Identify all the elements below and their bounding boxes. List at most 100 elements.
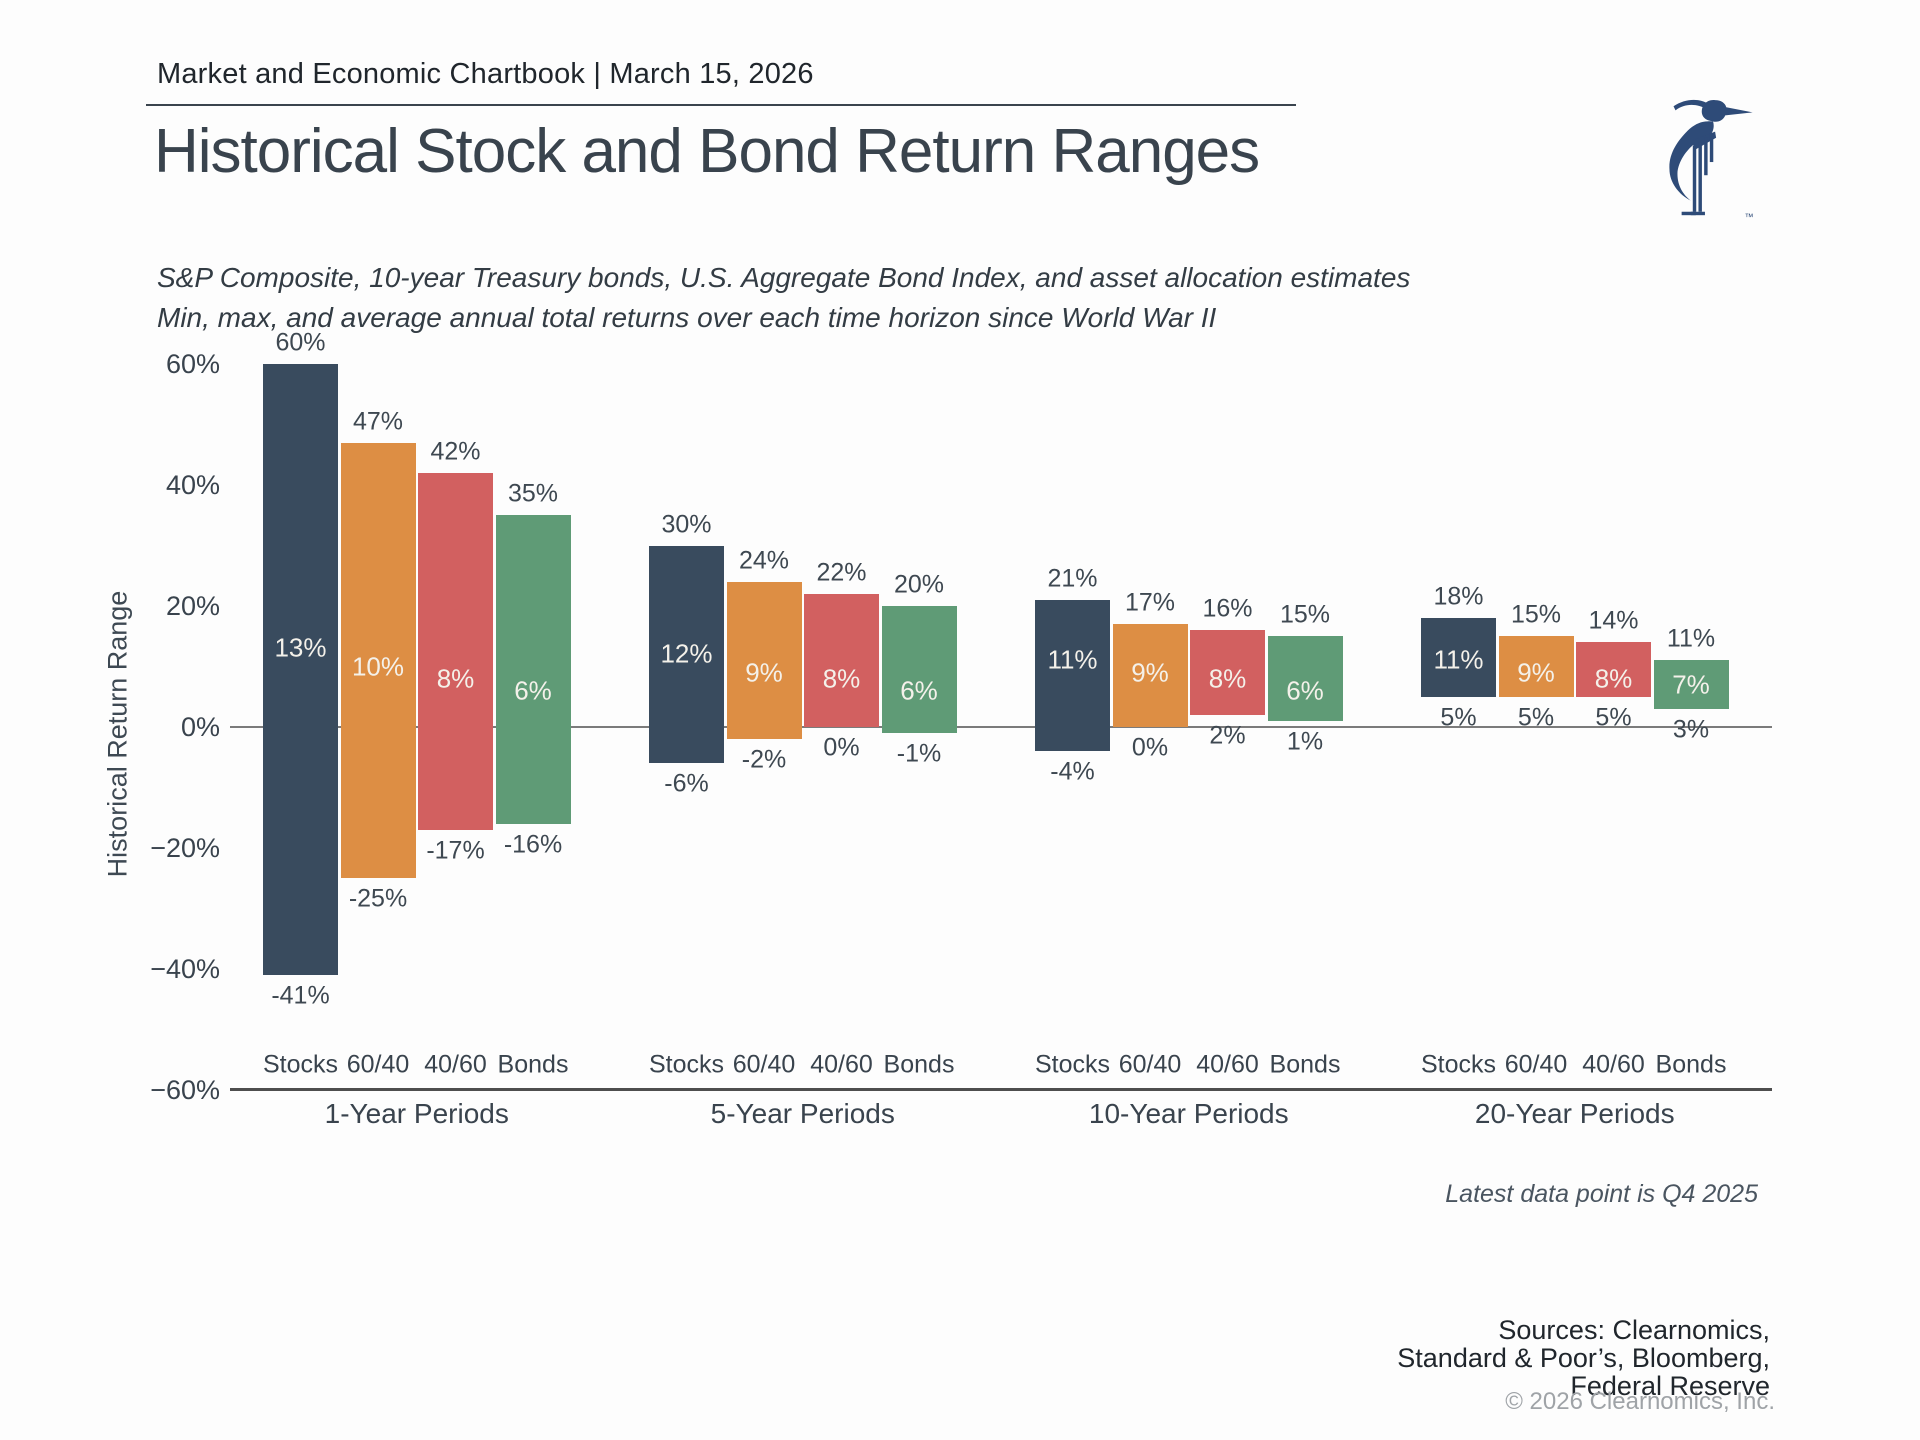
zero-axis-line	[230, 726, 1772, 728]
avg-value-label: 6%	[1286, 675, 1324, 706]
range-bar-Stocks	[649, 545, 724, 764]
max-value-label: 20%	[893, 570, 945, 599]
asset-category-label: Stocks	[1034, 1050, 1111, 1079]
range-bar-60-40	[1112, 624, 1188, 727]
sources-block: Sources: Clearnomics, Standard & Poor’s,…	[1397, 1316, 1770, 1400]
max-value-label: 15%	[1510, 600, 1562, 629]
avg-value-label: 7%	[1672, 669, 1710, 700]
min-value-label: 5%	[1440, 703, 1477, 732]
range-bar-Stocks	[1035, 599, 1110, 752]
sources-line-2: Standard & Poor’s, Bloomberg,	[1397, 1343, 1770, 1373]
max-value-label: 15%	[1279, 600, 1331, 629]
avg-value-label: 8%	[1208, 663, 1247, 694]
header-divider	[146, 104, 1296, 106]
min-value-label: -17%	[426, 836, 485, 865]
min-value-label: -4%	[1050, 757, 1095, 786]
min-value-label: 5%	[1517, 703, 1555, 732]
min-value-label: -6%	[664, 769, 709, 798]
range-bar-60-40	[1498, 636, 1574, 697]
max-value-label: 24%	[738, 546, 790, 575]
asset-category-label: Bonds	[497, 1050, 569, 1079]
asset-category-label: Stocks	[1420, 1050, 1497, 1079]
min-value-label: 3%	[1672, 715, 1710, 744]
avg-value-label: 9%	[1517, 657, 1555, 688]
max-value-label: 11%	[1666, 624, 1716, 653]
range-bar-Stocks	[263, 364, 338, 976]
max-value-label: 60%	[275, 328, 326, 357]
sources-line-3: Federal Reserve	[1570, 1371, 1770, 1401]
y-tick-label: 40%	[165, 470, 220, 500]
min-value-label: 2%	[1209, 721, 1246, 750]
avg-value-label: 8%	[436, 663, 475, 694]
bottom-axis-line	[230, 1088, 1772, 1091]
range-bar-60-40	[726, 581, 802, 740]
asset-category-label: Bonds	[1269, 1050, 1341, 1079]
subtitle-line-2: Min, max, and average annual total retur…	[157, 302, 1217, 333]
period-group-label: 10-Year Periods	[1088, 1098, 1289, 1129]
max-value-label: 21%	[1047, 564, 1098, 593]
asset-category-label: 40/60	[1582, 1050, 1645, 1079]
min-value-label: -2%	[741, 745, 787, 774]
asset-category-label: Bonds	[883, 1050, 955, 1079]
min-value-label: -41%	[271, 981, 330, 1010]
range-bar-Bonds	[495, 515, 571, 824]
avg-value-label: 9%	[1131, 657, 1169, 688]
max-value-label: 22%	[816, 558, 867, 587]
range-bar-40-60	[1190, 630, 1265, 715]
range-bar-Stocks	[1421, 618, 1496, 697]
range-bar-Bonds	[881, 606, 957, 734]
period-group-label: 1-Year Periods	[324, 1098, 509, 1129]
asset-category-label: Stocks	[262, 1050, 339, 1079]
asset-category-label: 40/60	[1196, 1050, 1259, 1079]
range-bar-40-60	[418, 472, 493, 830]
min-value-label: 5%	[1595, 703, 1632, 732]
min-value-label: 1%	[1286, 727, 1324, 756]
page-title: Historical Stock and Bond Return Ranges	[154, 117, 1260, 186]
y-tick-label: −20%	[150, 833, 220, 863]
max-value-label: 30%	[661, 510, 712, 538]
asset-category-label: 60/40	[1504, 1050, 1568, 1079]
avg-value-label: 11%	[1433, 644, 1484, 675]
max-value-label: 14%	[1588, 606, 1639, 635]
asset-category-label: 60/40	[732, 1050, 796, 1079]
avg-value-label: 8%	[822, 663, 861, 694]
data-footnote: Latest data point is Q4 2025	[1445, 1180, 1758, 1208]
avg-value-label: 12%	[660, 638, 713, 669]
asset-category-label: 60/40	[1118, 1050, 1182, 1079]
asset-category-label: 60/40	[346, 1050, 410, 1079]
period-group-label: 20-Year Periods	[1474, 1098, 1675, 1129]
asset-category-label: 40/60	[424, 1050, 487, 1079]
asset-category-label: Bonds	[1655, 1050, 1727, 1079]
avg-value-label: 10%	[351, 651, 405, 681]
subtitle-line-1: S&P Composite, 10-year Treasury bonds, U…	[157, 262, 1411, 293]
avg-value-label: 9%	[745, 657, 783, 688]
max-value-label: 35%	[507, 479, 559, 508]
copyright-notice: © 2026 Clearnomics, Inc.	[1505, 1388, 1775, 1415]
period-group-label: 5-Year Periods	[710, 1098, 895, 1129]
y-tick-label: 0%	[180, 712, 220, 742]
min-value-label: 0%	[1131, 733, 1169, 762]
avg-value-label: 13%	[274, 632, 327, 663]
heron-icon: ™	[1669, 99, 1754, 222]
y-tick-label: 60%	[165, 349, 220, 379]
min-value-label: -25%	[348, 884, 408, 913]
range-bar-40-60	[1576, 642, 1651, 697]
clearnomics-heron-logo: ™	[1652, 88, 1764, 230]
report-header: Market and Economic Chartbook | March 15…	[157, 58, 814, 90]
range-bar-Bonds	[1653, 660, 1729, 709]
max-value-label: 16%	[1202, 594, 1253, 623]
avg-value-label: 6%	[900, 675, 938, 706]
y-tick-label: 20%	[165, 591, 220, 621]
avg-value-label: 11%	[1047, 644, 1098, 675]
avg-value-label: 6%	[514, 675, 552, 706]
min-value-label: -16%	[503, 830, 563, 859]
asset-category-label: 40/60	[810, 1050, 873, 1079]
min-value-label: -1%	[896, 739, 942, 768]
max-value-label: 47%	[352, 407, 404, 436]
avg-value-label: 8%	[1594, 663, 1633, 694]
y-tick-label: −60%	[150, 1075, 220, 1105]
y-tick-label: −40%	[150, 954, 220, 984]
range-bar-40-60	[804, 593, 879, 727]
